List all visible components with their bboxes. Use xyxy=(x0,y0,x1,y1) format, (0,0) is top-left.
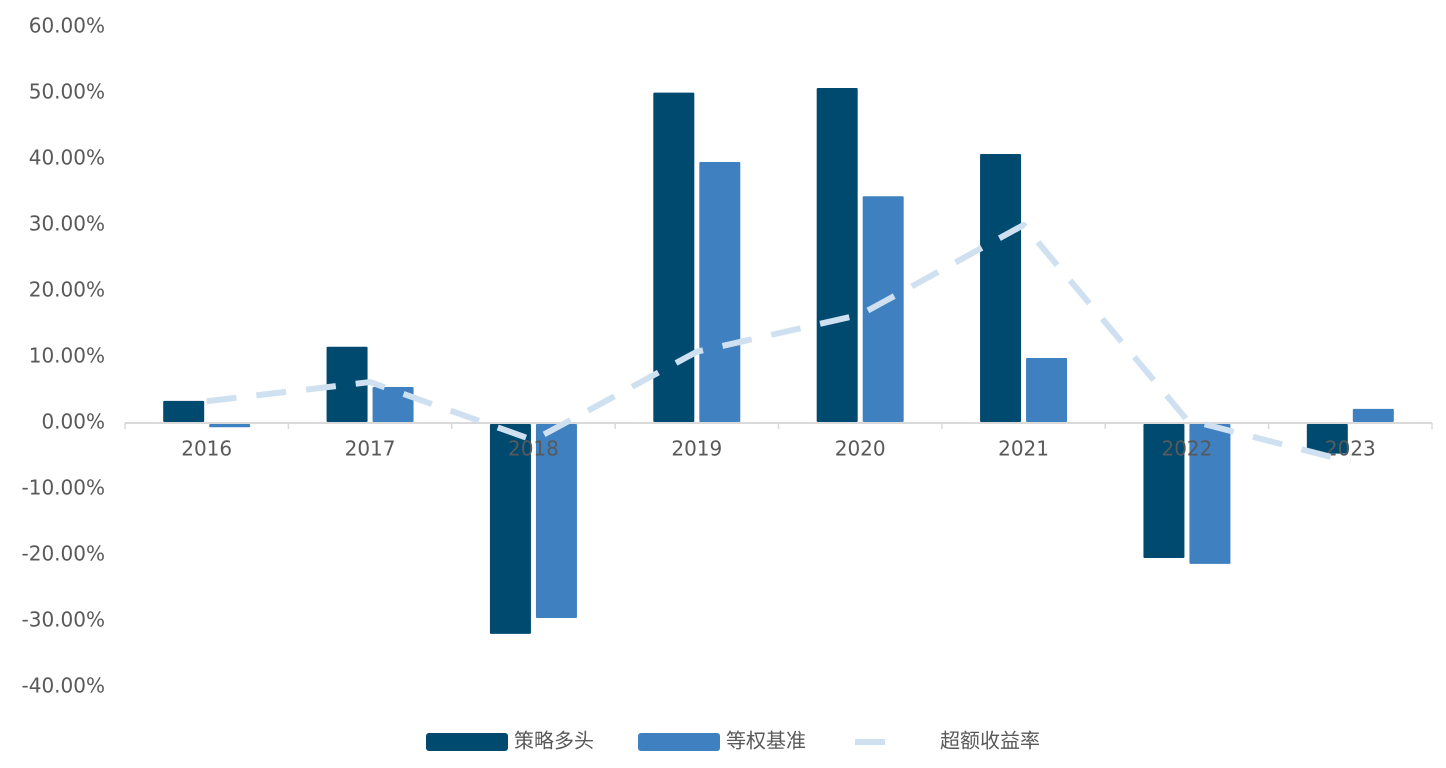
bar xyxy=(697,159,743,424)
bar xyxy=(370,385,416,425)
x-tick-label: 2021 xyxy=(998,437,1049,461)
y-tick-label: 50.00% xyxy=(29,80,105,104)
bar xyxy=(1024,356,1070,424)
x-tick-label: 2017 xyxy=(345,437,396,461)
x-tick-label: 2016 xyxy=(181,437,232,461)
y-tick-label: 20.00% xyxy=(29,278,105,302)
legend: 策略多头 等权基准 超额收益率 xyxy=(426,729,1040,753)
line-series xyxy=(206,222,1352,465)
y-tick-label: -40.00% xyxy=(22,674,105,698)
x-tick-label: 2023 xyxy=(1325,437,1376,461)
y-tick-label: -30.00% xyxy=(22,608,105,632)
y-tick-label: -10.00% xyxy=(22,476,105,500)
x-tick-label: 2020 xyxy=(835,437,886,461)
y-tick-label: 40.00% xyxy=(29,146,105,170)
y-tick-label: 10.00% xyxy=(29,344,105,368)
legend-label: 等权基准 xyxy=(726,729,806,753)
legend-swatch xyxy=(638,733,720,751)
bar xyxy=(978,152,1024,424)
bar xyxy=(161,398,207,424)
y-tick-label: 0.00% xyxy=(41,410,105,434)
x-tick-label: 2018 xyxy=(508,437,559,461)
x-tick-label: 2019 xyxy=(671,437,722,461)
legend-label: 超额收益率 xyxy=(940,729,1040,753)
x-tick-label: 2022 xyxy=(1161,437,1212,461)
y-tick-label: 60.00% xyxy=(29,14,105,38)
legend-swatch xyxy=(426,733,508,751)
legend-label: 策略多头 xyxy=(514,729,594,753)
y-tick-label: -20.00% xyxy=(22,542,105,566)
bar xyxy=(814,86,860,424)
bar xyxy=(1350,406,1396,425)
y-tick-label: 30.00% xyxy=(29,212,105,236)
